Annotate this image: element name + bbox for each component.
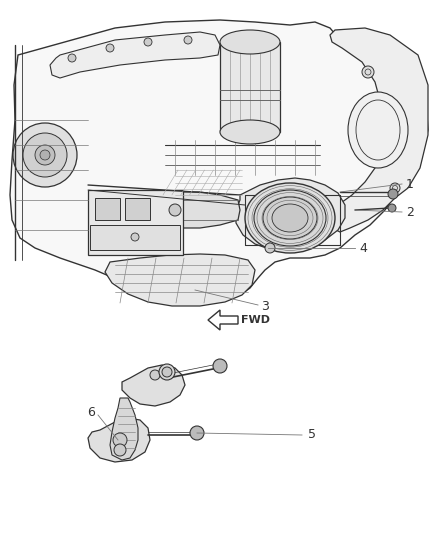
Text: 6: 6 bbox=[87, 406, 95, 418]
Polygon shape bbox=[236, 178, 345, 252]
Polygon shape bbox=[88, 418, 150, 462]
Circle shape bbox=[106, 44, 114, 52]
Text: 4: 4 bbox=[359, 241, 367, 254]
Ellipse shape bbox=[245, 183, 335, 253]
Circle shape bbox=[362, 66, 374, 78]
Circle shape bbox=[40, 150, 50, 160]
Circle shape bbox=[13, 123, 77, 187]
Polygon shape bbox=[330, 28, 428, 232]
FancyBboxPatch shape bbox=[88, 190, 183, 255]
Ellipse shape bbox=[348, 92, 408, 168]
Circle shape bbox=[193, 429, 201, 437]
FancyBboxPatch shape bbox=[95, 198, 120, 220]
Circle shape bbox=[184, 36, 192, 44]
Polygon shape bbox=[105, 254, 255, 306]
Text: 5: 5 bbox=[308, 429, 316, 441]
Circle shape bbox=[159, 364, 175, 380]
Circle shape bbox=[388, 189, 398, 199]
Text: FWD: FWD bbox=[241, 315, 271, 325]
Ellipse shape bbox=[272, 204, 308, 232]
Circle shape bbox=[162, 367, 172, 377]
Circle shape bbox=[113, 433, 127, 447]
Circle shape bbox=[144, 38, 152, 46]
Circle shape bbox=[216, 362, 224, 370]
Ellipse shape bbox=[220, 120, 280, 144]
Circle shape bbox=[68, 54, 76, 62]
Circle shape bbox=[35, 145, 55, 165]
Polygon shape bbox=[10, 20, 428, 300]
Circle shape bbox=[150, 370, 160, 380]
Ellipse shape bbox=[263, 197, 317, 239]
Circle shape bbox=[169, 204, 181, 216]
Text: 3: 3 bbox=[261, 301, 269, 313]
FancyBboxPatch shape bbox=[90, 225, 180, 250]
Circle shape bbox=[213, 359, 227, 373]
Polygon shape bbox=[50, 32, 220, 78]
Circle shape bbox=[114, 444, 126, 456]
Text: 1: 1 bbox=[406, 177, 414, 190]
Ellipse shape bbox=[254, 190, 326, 246]
Polygon shape bbox=[122, 365, 185, 406]
Circle shape bbox=[131, 233, 139, 241]
FancyBboxPatch shape bbox=[125, 198, 150, 220]
FancyBboxPatch shape bbox=[220, 42, 280, 132]
Text: 2: 2 bbox=[406, 206, 414, 219]
Polygon shape bbox=[158, 192, 240, 228]
Circle shape bbox=[265, 243, 275, 253]
Circle shape bbox=[190, 426, 204, 440]
Circle shape bbox=[23, 133, 67, 177]
Ellipse shape bbox=[220, 30, 280, 54]
Circle shape bbox=[390, 183, 400, 193]
Circle shape bbox=[388, 204, 396, 212]
Polygon shape bbox=[110, 398, 138, 460]
